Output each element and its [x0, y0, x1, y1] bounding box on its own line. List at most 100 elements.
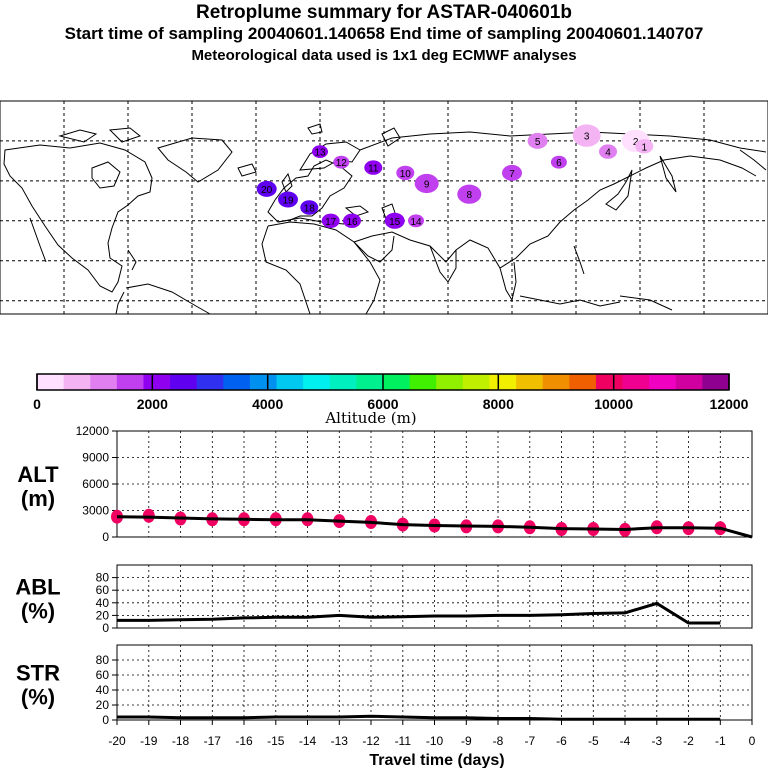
colorbar-swatch — [329, 374, 357, 390]
colorbar-swatch — [90, 374, 118, 390]
colorbar-swatch — [622, 374, 650, 390]
coastline-black-sea — [344, 205, 370, 217]
plume-marker-blob — [256, 180, 277, 197]
colorbar-swatch — [436, 374, 464, 390]
y-tick-label: 40 — [96, 596, 110, 610]
x-tick-label: -5 — [588, 734, 599, 748]
y-tick-label: 3000 — [82, 504, 109, 518]
plume-marker-label: 19 — [282, 196, 294, 207]
coastline-north-america — [3, 142, 153, 293]
x-tick-label: -15 — [267, 734, 285, 748]
x-tick-label: -17 — [204, 734, 222, 748]
colorbar-swatch — [356, 374, 384, 390]
plume-marker: 11 — [364, 160, 383, 175]
y-tick-label: 0 — [102, 621, 109, 635]
colorbar-tick-label: 12000 — [710, 396, 749, 412]
plume-marker-label: 3 — [584, 132, 590, 143]
y-tick-label: 20 — [96, 608, 110, 622]
coastline-kamchatka — [659, 155, 677, 193]
plume-marker-blob — [384, 212, 405, 229]
colorbar-swatch — [303, 374, 331, 390]
plume-marker-label: 9 — [424, 180, 430, 191]
colorbar-swatch — [37, 374, 65, 390]
coastline-new-guinea — [619, 295, 673, 311]
coastline-india — [429, 245, 457, 283]
plume-marker: 1 — [635, 139, 654, 154]
plume-marker: 8 — [457, 184, 482, 204]
plume-marker-label: 5 — [535, 137, 541, 148]
plume-marker: 19 — [278, 191, 298, 208]
colorbar-swatch — [63, 374, 91, 390]
coastline-arabia — [353, 235, 395, 263]
plume-marker-blob — [343, 213, 361, 228]
coastline-japan — [605, 169, 633, 211]
y-tick-label: 40 — [96, 683, 110, 697]
plume-marker-blob — [396, 165, 415, 181]
sampling-time-subtitle: Start time of sampling 20040601.140658 E… — [64, 24, 704, 43]
x-tick-label: -8 — [493, 734, 504, 748]
colorbar-swatch — [383, 374, 411, 390]
plume-marker: 12 — [333, 155, 350, 169]
plume-marker-blob — [312, 145, 328, 159]
x-tick-label: -2 — [683, 734, 694, 748]
time-series-panels: 030006000900012000ALT(m)020406080ABL(%)0… — [15, 424, 755, 748]
plume-marker-label: 17 — [325, 217, 337, 228]
colorbar-swatch — [196, 374, 224, 390]
plume-marker: 7 — [502, 164, 522, 181]
str-panel-label: STR — [16, 661, 60, 686]
x-tick-label: -9 — [461, 734, 472, 748]
x-tick-label: -4 — [620, 734, 631, 748]
y-tick-label: 60 — [96, 583, 110, 597]
coastline-southeast-asia — [499, 261, 517, 302]
colorbar-swatch — [595, 374, 623, 390]
plume-marker-blob — [414, 173, 439, 194]
str-panel-unit: (%) — [21, 685, 55, 710]
abl-panel-unit: (%) — [21, 599, 55, 624]
coastline-novaya-zemlya — [381, 127, 401, 147]
colorbar-swatch — [143, 374, 171, 390]
x-tick-label: -18 — [172, 734, 190, 748]
abl-panel-label: ABL — [15, 575, 60, 600]
plume-marker-label: 4 — [605, 148, 611, 159]
plume-marker: 4 — [599, 144, 617, 159]
plume-marker: 15 — [384, 212, 405, 229]
met-data-subtitle: Meteorological data used is 1x1 deg ECMW… — [191, 47, 577, 64]
altitude-colorbar: 0 2000 4000 6000 8000 10000 12000 — [33, 373, 749, 412]
colorbar-swatch — [116, 374, 144, 390]
colorbar-swatch — [462, 374, 490, 390]
x-tick-label: -11 — [395, 734, 412, 748]
plume-marker-label: 10 — [400, 169, 412, 180]
colorbar-swatch — [542, 374, 570, 390]
coastline-south-america-west — [115, 291, 125, 315]
coastline-philippines — [573, 245, 585, 275]
colorbar-swatch — [649, 374, 677, 390]
coastline-uk — [281, 172, 293, 193]
plume-marker-label: 2 — [633, 137, 639, 148]
x-tick-label: -14 — [299, 734, 317, 748]
coastline-indonesia — [519, 295, 621, 307]
plume-marker-label: 18 — [304, 204, 316, 215]
plume-marker-label: 12 — [336, 158, 348, 169]
x-tick-label: -13 — [331, 734, 349, 748]
colorbar-swatch — [489, 374, 517, 390]
plume-marker-label: 6 — [556, 158, 562, 169]
x-tick-label: -20 — [108, 734, 126, 748]
x-axis-ticks: -20 -19 -18 -17 -16 -15 -14 -13 -12 -11 -10 -9 -8 -7-… — [108, 720, 756, 748]
colorbar-swatch — [223, 374, 251, 390]
plume-marker: 9 — [414, 173, 439, 194]
colorbar-tick-label: 10000 — [594, 396, 633, 412]
x-tick-label: -16 — [235, 734, 253, 748]
plume-marker: 6 — [550, 155, 567, 169]
x-tick-label: -12 — [362, 734, 380, 748]
x-tick-label: -1 — [715, 734, 726, 748]
x-tick-label: -19 — [140, 734, 158, 748]
alt-panel-unit: (m) — [21, 486, 55, 511]
coastline-svalbard — [307, 123, 323, 135]
y-tick-label: 9000 — [82, 451, 109, 465]
plume-marker: 13 — [312, 145, 328, 159]
y-tick-label: 12000 — [76, 424, 110, 438]
colorbar-tick-label: 2000 — [137, 396, 168, 412]
